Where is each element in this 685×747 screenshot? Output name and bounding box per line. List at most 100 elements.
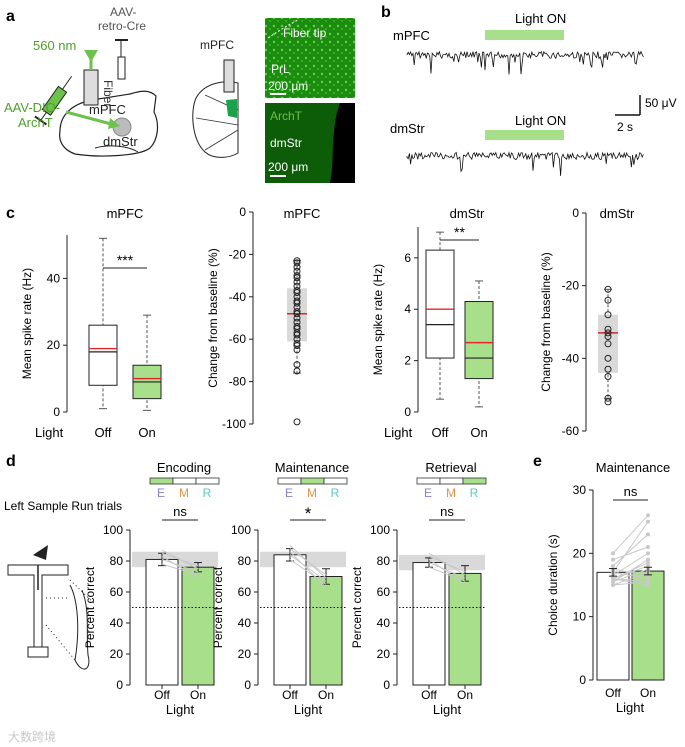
y-tick-label: 80	[238, 554, 252, 568]
dmstr-photo-label: dmStr	[270, 136, 302, 150]
subject-point	[611, 564, 615, 568]
subject-line	[612, 521, 649, 573]
y-tick-label: 20	[573, 546, 587, 560]
y-tick-label: 60	[377, 585, 391, 599]
epoch-letter: E	[285, 486, 293, 500]
epoch-segment	[195, 477, 220, 485]
subject-point	[646, 519, 650, 524]
chart-c3: dmStr 0 2 4 6 Mean spike rate (Hz) Off On **	[371, 206, 494, 440]
chart-title: Maintenance	[275, 460, 349, 475]
x-tick-label: On	[457, 688, 473, 702]
data-point	[293, 289, 301, 297]
prl-label: PrL	[271, 62, 290, 76]
x-tick-label: Off	[605, 686, 621, 700]
y-tick-label: -100	[222, 417, 246, 431]
data-point	[293, 259, 301, 267]
slice-label: mPFC	[200, 38, 234, 52]
trace1-label: mPFC	[393, 28, 430, 43]
data-point	[293, 299, 301, 307]
chart-e: Maintenance 0 10 20 30 Choice duration (s) Off…	[546, 460, 670, 715]
epoch-segment	[416, 477, 441, 485]
bar	[181, 566, 215, 686]
y-tick-label: 20	[110, 647, 124, 661]
retro-label-1: AAV-	[110, 5, 136, 19]
subject-point	[646, 583, 650, 587]
x-axis-label: Light	[616, 700, 645, 715]
subject-line	[289, 559, 327, 585]
chart-d1: Encoding E M R 0 20 40 60 80 100 Percent correct Of…	[83, 460, 220, 717]
y-axis-label: Mean spike rate (Hz)	[371, 264, 385, 375]
y-tick-label: -20	[229, 247, 247, 261]
subject-line	[428, 552, 466, 576]
subject-line	[161, 563, 199, 576]
x-axis-label: Light	[433, 702, 462, 717]
light-bar-2	[485, 130, 564, 140]
data-point	[604, 329, 612, 337]
data-point	[293, 310, 301, 318]
x-tick-label: Off	[431, 425, 448, 440]
epoch-segment	[277, 477, 302, 485]
chart-title: Maintenance	[596, 460, 670, 475]
subject-point	[646, 557, 650, 562]
t-maze-icon	[7, 545, 97, 670]
panel-e: e Maintenance 0 10 20 30 Choice duration (s) O…	[533, 453, 670, 715]
data-point	[604, 365, 612, 373]
photo-top: Fiber tip PrL 200 μm	[265, 18, 355, 98]
x-tick-label: Off	[282, 688, 298, 702]
epoch-segment	[149, 477, 174, 485]
panel-c-label: c	[6, 205, 15, 222]
data-point	[293, 274, 301, 282]
syringe-dio-icon	[34, 75, 73, 126]
y-tick-label: 40	[377, 616, 391, 630]
epoch-letter: R	[203, 486, 212, 500]
epoch-segment	[439, 477, 464, 485]
chart-title: Retrieval	[425, 460, 476, 475]
y-tick-label: 0	[53, 405, 60, 419]
subject-point	[646, 532, 650, 537]
y-axis-label: Percent correct	[350, 566, 364, 648]
y-axis-label: Percent correct	[83, 566, 97, 648]
scale-v-label: 50 μV	[645, 96, 677, 110]
subject-line	[428, 566, 466, 582]
data-point	[293, 263, 301, 271]
mpfc-trace	[406, 50, 644, 75]
y-tick-label: 20	[377, 647, 391, 661]
bar	[412, 562, 446, 686]
subject-line	[161, 558, 199, 573]
epoch-segment	[323, 477, 348, 485]
subject-line	[612, 578, 649, 583]
subject-point	[611, 579, 615, 584]
scale-label-top: 200 μm	[268, 79, 308, 93]
mpfc-label: mPFC	[89, 102, 126, 117]
epoch-letter: M	[446, 486, 456, 500]
significance-label: ns	[440, 504, 454, 519]
chart-title: mPFC	[284, 206, 321, 221]
subject-point	[646, 576, 650, 581]
y-tick-label: -20	[562, 279, 580, 293]
data-point	[604, 398, 612, 406]
y-tick-label: 20	[47, 338, 61, 352]
chart-title: dmStr	[450, 206, 485, 221]
y-tick-label: -60	[229, 332, 247, 346]
epoch-segment	[462, 477, 487, 485]
x-tick-label: Off	[94, 425, 111, 440]
y-tick-label: 0	[579, 673, 586, 687]
y-tick-label: 40	[238, 616, 252, 630]
chart-d3: Retrieval E M R 0 20 40 60 80 100 Percent correct O…	[350, 460, 487, 717]
y-tick-label: 100	[231, 523, 251, 537]
panel-d-label: d	[6, 453, 16, 470]
x-tick-label: Off	[421, 688, 437, 702]
box	[598, 314, 618, 373]
y-tick-label: 100	[370, 523, 390, 537]
syringe-retro-icon	[117, 56, 126, 80]
subject-line	[612, 514, 649, 554]
y-tick-label: 100	[103, 523, 123, 537]
bar	[631, 570, 665, 681]
data-point	[604, 285, 612, 293]
archt-label: ArchT	[270, 109, 303, 123]
data-point	[604, 311, 612, 319]
panel-e-chart: Maintenance 0 10 20 30 Choice duration (s) Off…	[546, 460, 670, 715]
y-tick-label: 10	[573, 610, 587, 624]
x-tick-label: On	[138, 425, 155, 440]
